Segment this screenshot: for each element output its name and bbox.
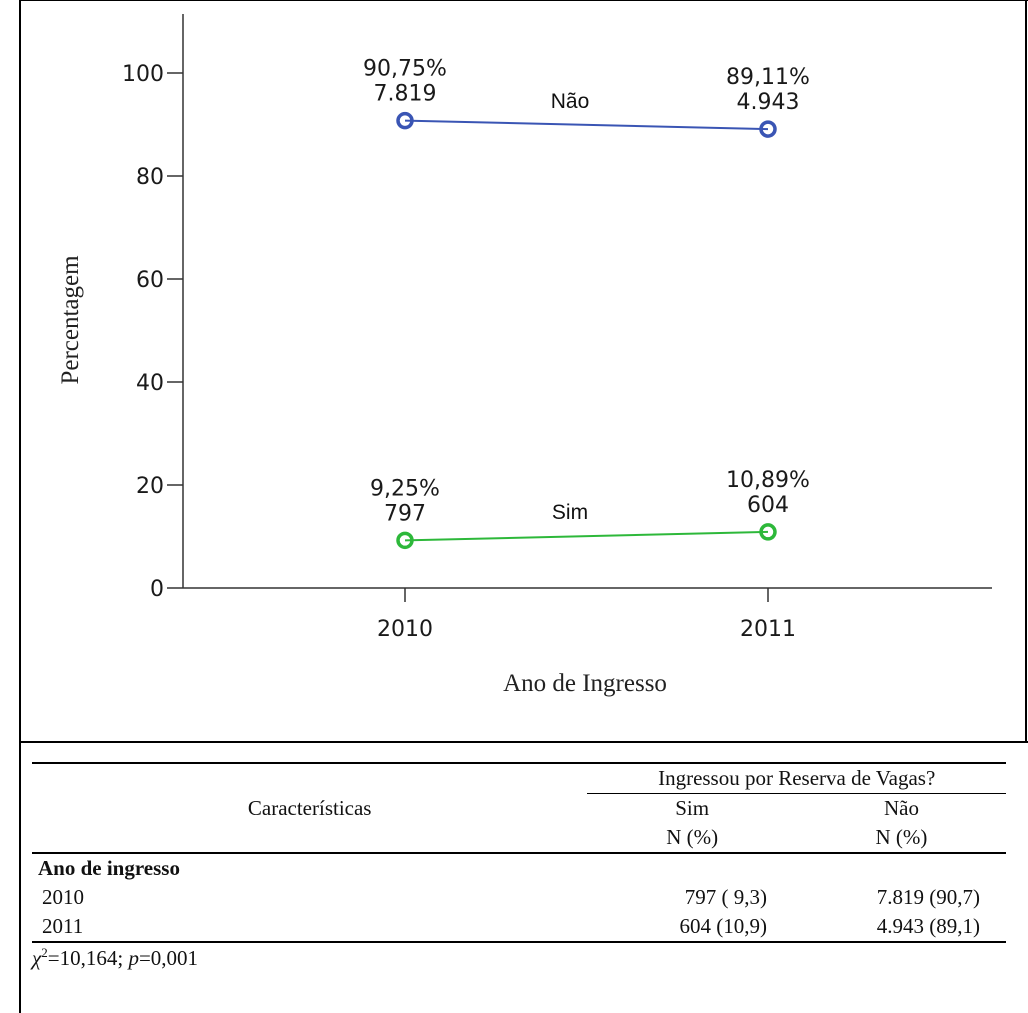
x-axis-label: Ano de Ingresso (503, 670, 667, 697)
table-header-row-3: N (%) N (%) (32, 823, 1006, 854)
section-row: Ano de ingresso (32, 853, 1006, 883)
row-label: 2010 (42, 885, 84, 909)
y-tick-label: 80 (136, 165, 164, 190)
cell-sim: 604 (10,9) (587, 912, 797, 943)
series-line-sim (404, 530, 769, 542)
data-label-n: 604 (747, 493, 789, 518)
y-tick-label: 20 (136, 474, 164, 499)
group-header: Ingressou por Reserva de Vagas? (587, 762, 1006, 794)
data-point (396, 111, 414, 130)
data-point (759, 523, 777, 541)
p-symbol: p (128, 946, 139, 970)
blank-cell (32, 823, 588, 854)
data-label-pct: 9,25% (370, 476, 440, 501)
chi-value: =10,164; (47, 946, 129, 970)
y-tick-label: 40 (136, 371, 164, 396)
data-label-n: 797 (384, 501, 426, 526)
table-row: 2011 604 (10,9) 4.943 (89,1) (32, 912, 1006, 943)
cell-nao: 7.819 (90,7) (876, 885, 980, 909)
axes (182, 14, 992, 589)
x-tick-label: 2010 (377, 617, 433, 642)
col-sub-nao: N (%) (796, 823, 1006, 854)
series-name-não: Não (551, 90, 590, 113)
data-label-pct: 89,11% (726, 65, 810, 90)
table-header-row-1: Ingressou por Reserva de Vagas? (32, 762, 1006, 794)
data-label-n: 4.943 (737, 90, 800, 115)
row-label: 2011 (32, 912, 588, 943)
row-header: Características (247, 795, 372, 820)
table-header-row-2: Características Sim Não (32, 794, 1006, 824)
data-point (396, 531, 414, 550)
y-tick-label: 0 (150, 577, 164, 602)
y-axis-label: Percentagem (57, 255, 84, 385)
p-value: =0,001 (138, 946, 199, 970)
y-tick-label: 100 (122, 62, 164, 87)
table-row: 2010 797 ( 9,3) 7.819 (90,7) (32, 883, 1006, 912)
data-labels: 90,75%7.819 89,11%4.943 9,25%797 10,89%604 (363, 57, 810, 527)
data-label-pct: 10,89% (726, 468, 810, 493)
x-tick-label: 2011 (740, 617, 796, 642)
data-point (759, 120, 777, 138)
section-label: Ano de ingresso (38, 856, 180, 880)
line-chart: 0 20 40 60 80 100 2010 2011 90,75%7.819 89,11%4… (57, 14, 992, 697)
series-line-não (404, 119, 769, 131)
data-label-n: 7.819 (374, 82, 437, 107)
footnote: χ2=10,164; p=0,001 (32, 945, 198, 971)
blank-cell (32, 762, 588, 794)
data-points (396, 111, 777, 550)
col-nao: Não (883, 796, 919, 820)
series-name-sim: Sim (552, 501, 588, 524)
col-sub-sim: N (%) (587, 823, 797, 854)
y-tick-label: 60 (136, 268, 164, 293)
x-ticks: 2010 2011 (377, 588, 796, 642)
series-lines (404, 119, 769, 542)
results-table: Ingressou por Reserva de Vagas? Caracter… (32, 762, 1006, 943)
series-names: Não Sim (551, 90, 590, 524)
cell-sim: 797 ( 9,3) (684, 885, 767, 909)
data-label-pct: 90,75% (363, 57, 447, 82)
col-sim: Sim (675, 796, 710, 820)
y-ticks: 0 20 40 60 80 100 (122, 62, 183, 602)
cell-nao: 4.943 (89,1) (796, 912, 1006, 943)
chi-symbol: χ (32, 946, 42, 970)
chi-sup: 2 (41, 945, 48, 960)
